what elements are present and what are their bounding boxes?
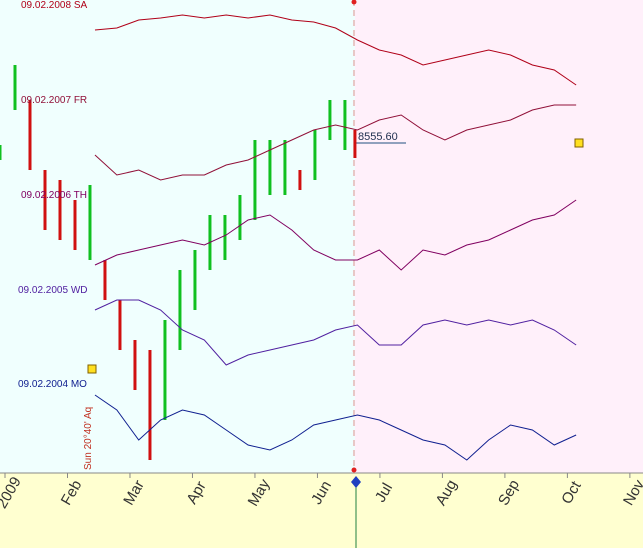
series-label: 09.02.2008 SA: [21, 0, 87, 11]
series-line: [94, 104, 577, 181]
marker-square: [574, 138, 584, 148]
series-line: [94, 199, 577, 271]
axis-band: [0, 473, 643, 548]
series-label: 09.02.2005 WD: [18, 285, 88, 296]
series-line: [94, 14, 577, 86]
series-label: 09.02.2004 MO: [18, 379, 87, 390]
series-line: [94, 394, 577, 461]
future-background: [355, 0, 643, 473]
today-dot: [351, 0, 357, 5]
annotation: Sun 20°40' Aq: [83, 407, 94, 470]
today-dot: [351, 467, 357, 473]
marker-square: [87, 364, 97, 374]
series-line: [94, 299, 577, 366]
series-label: 09.02.2006 TH: [21, 190, 87, 201]
today-marker: [351, 476, 361, 488]
price-label: 8555.60: [358, 131, 398, 143]
series-label: 09.02.2007 FR: [21, 95, 87, 106]
past-background: [0, 0, 355, 473]
